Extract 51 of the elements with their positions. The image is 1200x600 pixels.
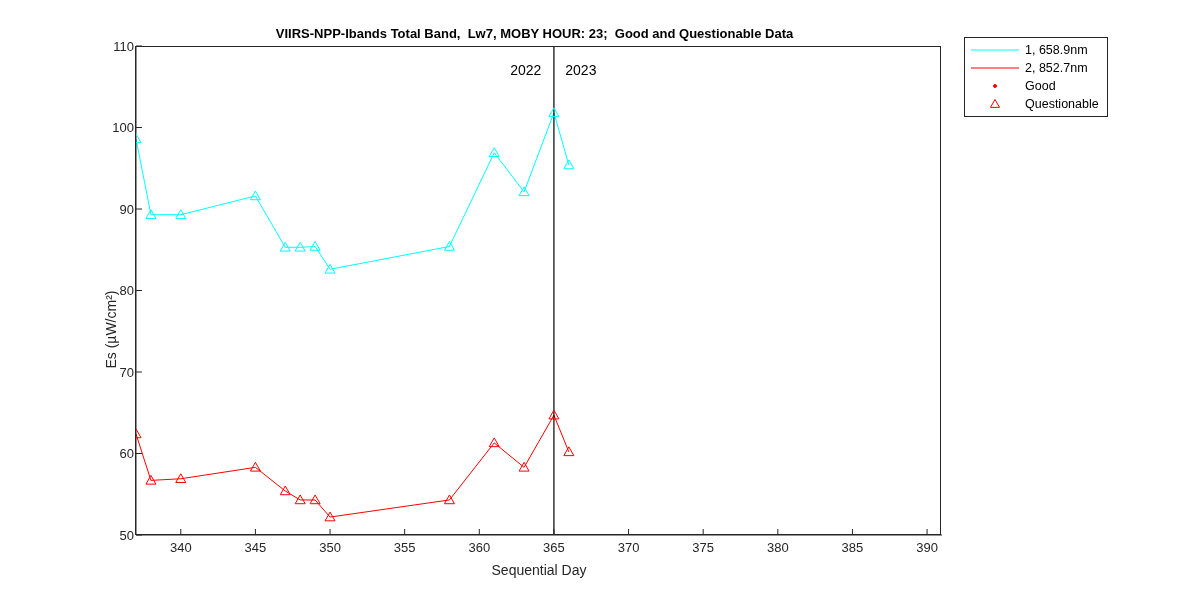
- chart-title: VIIRS-NPP-Ibands Total Band, Lw7, MOBY HOUR: 23; Good and Questionable Data: [274, 26, 795, 41]
- point: [548, 409, 560, 420]
- x-tick-label: 380: [766, 540, 789, 556]
- point: [145, 209, 157, 219]
- point: [279, 485, 291, 496]
- x-tick-label: 350: [319, 540, 341, 556]
- x-tick-label: 340: [169, 540, 192, 556]
- point: [175, 209, 187, 219]
- x-tick-label: 365: [543, 540, 565, 556]
- x-tick-label: 370: [617, 540, 640, 556]
- point: [443, 494, 455, 505]
- point: [443, 240, 455, 251]
- point: [324, 263, 336, 274]
- legend-label: Good: [1025, 79, 1056, 93]
- y-axis-title: Es (µW/cm²): [102, 290, 119, 369]
- point: [249, 190, 261, 201]
- point: [488, 147, 500, 158]
- point: [294, 494, 306, 505]
- point: [563, 446, 575, 457]
- x-tick-label: 355: [393, 540, 416, 556]
- legend-label: 2, 852.7nm: [1025, 61, 1088, 75]
- x-tick-label: 390: [916, 540, 938, 556]
- x-tick-label: 360: [468, 540, 491, 556]
- point: [488, 437, 500, 448]
- y-tick-label: 70: [119, 364, 134, 380]
- y-tick-label: 100: [112, 120, 134, 136]
- y-tick-label: 80: [119, 283, 134, 299]
- legend-label: Questionable: [1025, 97, 1099, 111]
- x-tick-label: 385: [841, 540, 864, 556]
- point: [563, 159, 575, 170]
- annotation: 2022: [509, 62, 542, 78]
- y-tick-label: 60: [119, 446, 134, 462]
- point: [175, 473, 187, 484]
- point: [548, 107, 560, 118]
- y-tick-label: 50: [119, 527, 134, 543]
- y-tick-label: 110: [113, 38, 134, 54]
- point: [145, 474, 157, 485]
- point: [249, 461, 261, 472]
- x-tick-label: 345: [244, 540, 267, 556]
- point: [294, 241, 306, 252]
- point: [324, 511, 336, 522]
- x-tick-label: 375: [692, 540, 715, 556]
- annotation: 2023: [565, 62, 597, 78]
- point: [309, 494, 321, 505]
- point: [518, 461, 530, 472]
- point: [309, 240, 321, 251]
- x-axis-title: Sequential Day: [491, 562, 587, 578]
- point: [279, 241, 291, 252]
- point: [518, 186, 530, 197]
- y-tick-label: 90: [119, 201, 134, 217]
- legend-label: 1, 658.9nm: [1025, 43, 1088, 57]
